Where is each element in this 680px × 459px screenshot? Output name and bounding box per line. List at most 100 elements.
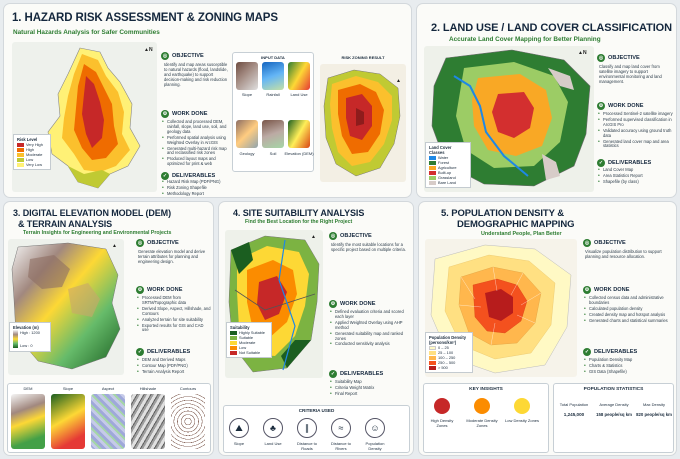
deliverables-heading: ✓ DELIVERABLES <box>136 348 191 356</box>
stat-value: 820 people/sq km <box>636 412 672 417</box>
legend-low: Low : 0 <box>20 343 33 348</box>
site-suitability-panel: 4. SITE SUITABILITY ANALYSIS Find the Be… <box>218 201 414 456</box>
legend-item: Suitable <box>230 335 268 340</box>
legend-item: 0 – 25 <box>429 345 469 350</box>
objective-text: Identify the most suitable locations for… <box>331 242 406 253</box>
legend-high: High : 1200 <box>20 330 40 335</box>
thumb-label: Hillshade <box>139 386 157 391</box>
objective-heading: ◎ OBJECTIVE <box>597 54 640 62</box>
low-density-marker-icon <box>514 398 530 414</box>
tree-icon: ♣ <box>263 418 283 438</box>
deliverables-heading: ✓ DELIVERABLES <box>597 159 652 167</box>
legend-item: Low <box>230 345 268 350</box>
panel-subtitle: Natural Hazards Analysis for Safer Commu… <box>13 29 160 36</box>
suitability-legend: Suitability Highly Suitable Suitable Mod… <box>226 322 272 358</box>
legend-item: Built-up <box>429 170 467 175</box>
input-data-label: INPUT DATA <box>261 55 285 60</box>
elevation-legend: Elevation (m) High : 1200 Low : 0 <box>9 322 51 352</box>
panel-title: 4. SITE SUITABILITY ANALYSIS <box>233 208 365 218</box>
panel-title: 5. POPULATION DENSITY & <box>441 208 564 219</box>
population-density-panel: 5. POPULATION DENSITY & DEMOGRAPHIC MAPP… <box>418 201 677 456</box>
target-icon: ◎ <box>136 239 144 247</box>
legend-item: Bare Land <box>429 180 467 185</box>
risk-zoning-map: ▲ <box>320 64 406 182</box>
legend-item: Moderate <box>17 152 47 157</box>
dem-map: ▲ <box>8 239 124 375</box>
legend-item: Agriculture <box>429 165 467 170</box>
input-label: Land Use <box>290 92 308 97</box>
legend-title: Population Density (persons/km²) <box>429 335 467 345</box>
insight-label: Moderate Density Zones <box>466 418 498 428</box>
insight-label: High Density Zones <box>430 418 454 428</box>
panel-subtitle: Find the Best Location for the Right Pro… <box>245 219 353 225</box>
criteria-label: Population Density <box>365 441 385 451</box>
legend-item: Forest <box>429 160 467 165</box>
input-thumb <box>288 120 310 148</box>
criteria-label: Land Use <box>264 441 282 446</box>
stat-label: Max Density <box>642 402 665 407</box>
input-thumb <box>262 120 284 148</box>
work-done-list: Processed Sentinel-2 satellite imageryPe… <box>598 111 674 150</box>
insight-label: Low Density Zones <box>505 418 540 423</box>
contours-thumb <box>171 394 205 449</box>
panel-title-line2: DEMOGRAPHIC MAPPING <box>457 219 575 230</box>
criteria-heading: CRITERIA USED <box>298 408 335 413</box>
objective-text: Visualize population distribution to sup… <box>585 249 662 260</box>
deliverables-list: Hazard Risk Map (PDF/PNG)Risk Zoning Sha… <box>162 179 230 197</box>
legend-item: Low <box>17 157 47 162</box>
panel-subtitle: Understand People, Plan Better <box>481 231 562 237</box>
panel-title: 1. HAZARD RISK ASSESSMENT & ZONING MAPS <box>12 12 278 24</box>
work-done-list: Collected census data and administrative… <box>584 295 672 325</box>
check-icon: ✓ <box>161 172 169 180</box>
legend-item: 100 – 250 <box>429 355 469 360</box>
panel-title: 3. DIGITAL ELEVATION MODEL (DEM) <box>13 208 171 218</box>
input-label: Geology <box>239 151 255 156</box>
deliverables-heading: ✓ DELIVERABLES <box>329 370 384 378</box>
legend-item: Very High <box>17 142 47 147</box>
thumb-label: Slope <box>62 386 74 391</box>
land-cover-legend: Land Cover Classes Water Forest Agricult… <box>425 142 471 188</box>
work-done-list: Collected and processed DEM, rainfall, s… <box>162 119 230 168</box>
target-icon: ◎ <box>329 232 337 240</box>
aspect-thumb <box>91 394 125 449</box>
work-done-heading: ⚙ WORK DONE <box>161 110 208 118</box>
check-icon: ✓ <box>329 370 337 378</box>
result-label: RISK ZONING RESULT <box>341 55 385 60</box>
stat-label: Total Population <box>559 402 589 407</box>
stat-value: 1,245,000 <box>563 412 585 417</box>
work-done-heading: ⚙ WORK DONE <box>136 286 183 294</box>
population-stats-box <box>553 383 674 453</box>
population-legend: Population Density (persons/km²) 0 – 25 … <box>425 332 473 373</box>
criteria-label: Distance to Roads <box>296 441 317 451</box>
input-thumb <box>262 62 284 90</box>
risk-legend: Risk Level Very High High Moderate Low V… <box>13 134 51 170</box>
legend-title: Risk Level <box>17 137 38 142</box>
input-thumb <box>236 120 258 148</box>
objective-heading: ◎ OBJECTIVE <box>161 52 204 60</box>
river-icon: ≈ <box>331 418 351 438</box>
hillshade-thumb <box>131 394 165 449</box>
input-label: Elevation (DEM) <box>284 151 314 156</box>
gear-icon: ⚙ <box>136 286 144 294</box>
input-thumb <box>288 62 310 90</box>
dem-thumb <box>11 394 45 449</box>
work-done-list: Processed DEM from SRTM/Topographic data… <box>137 295 211 334</box>
input-label: Soil <box>269 151 277 156</box>
legend-item: 250 – 500 <box>429 360 469 365</box>
deliverables-list: DEM and Derived MapsContour Map (PDF/PNG… <box>137 357 211 376</box>
criteria-label: Distance to Rivers <box>330 441 351 451</box>
check-icon: ✓ <box>583 348 591 356</box>
north-arrow-icon: ▲N <box>144 47 153 53</box>
target-icon: ◎ <box>597 54 605 62</box>
legend-item: Very Low <box>17 162 47 167</box>
legend-item: 25 – 100 <box>429 350 469 355</box>
mountain-icon: ⛰ <box>229 418 249 438</box>
panel-subtitle: Accurate Land Cover Mapping for Better P… <box>449 36 601 43</box>
stats-heading: POPULATION STATISTICS <box>583 387 644 392</box>
work-done-heading: ⚙ WORK DONE <box>597 102 644 110</box>
thumb-label: Aspect <box>101 386 115 391</box>
gear-icon: ⚙ <box>329 300 337 308</box>
check-icon: ✓ <box>136 348 144 356</box>
legend-item: Water <box>429 155 467 160</box>
stat-value: 158 people/sq km <box>596 412 632 417</box>
